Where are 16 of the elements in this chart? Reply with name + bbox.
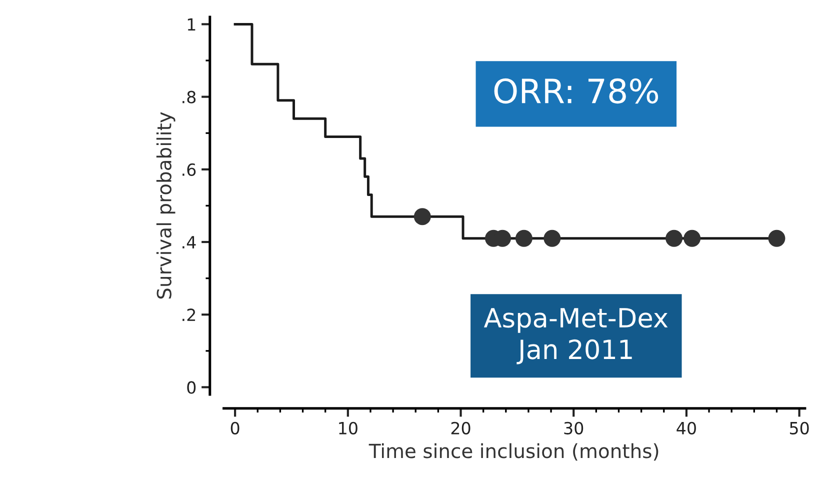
y-axis-title: Survival probability — [156, 112, 176, 299]
x-axis-title: Time since inclusion (months) — [368, 443, 658, 461]
x-tick-label: 40 — [676, 422, 696, 434]
y-tick-label: .4 — [182, 236, 196, 248]
y-tick-label: 0 — [187, 381, 196, 394]
y-tick-label: 1 — [188, 18, 196, 31]
x-tick-label: 30 — [564, 422, 584, 434]
y-tick-label: .6 — [182, 163, 196, 176]
annotation: ORR: 78% — [494, 78, 658, 104]
y-tick-label: .8 — [182, 90, 196, 104]
y-tick-label: .2 — [182, 308, 196, 321]
x-tick-label: 0 — [230, 422, 240, 434]
x-tick-label: 20 — [451, 422, 470, 434]
x-tick-label: 50 — [790, 422, 809, 434]
x-tick-label: 10 — [339, 422, 358, 434]
annotation: Aspa-Met-Dex Jan 2011 — [484, 308, 668, 364]
